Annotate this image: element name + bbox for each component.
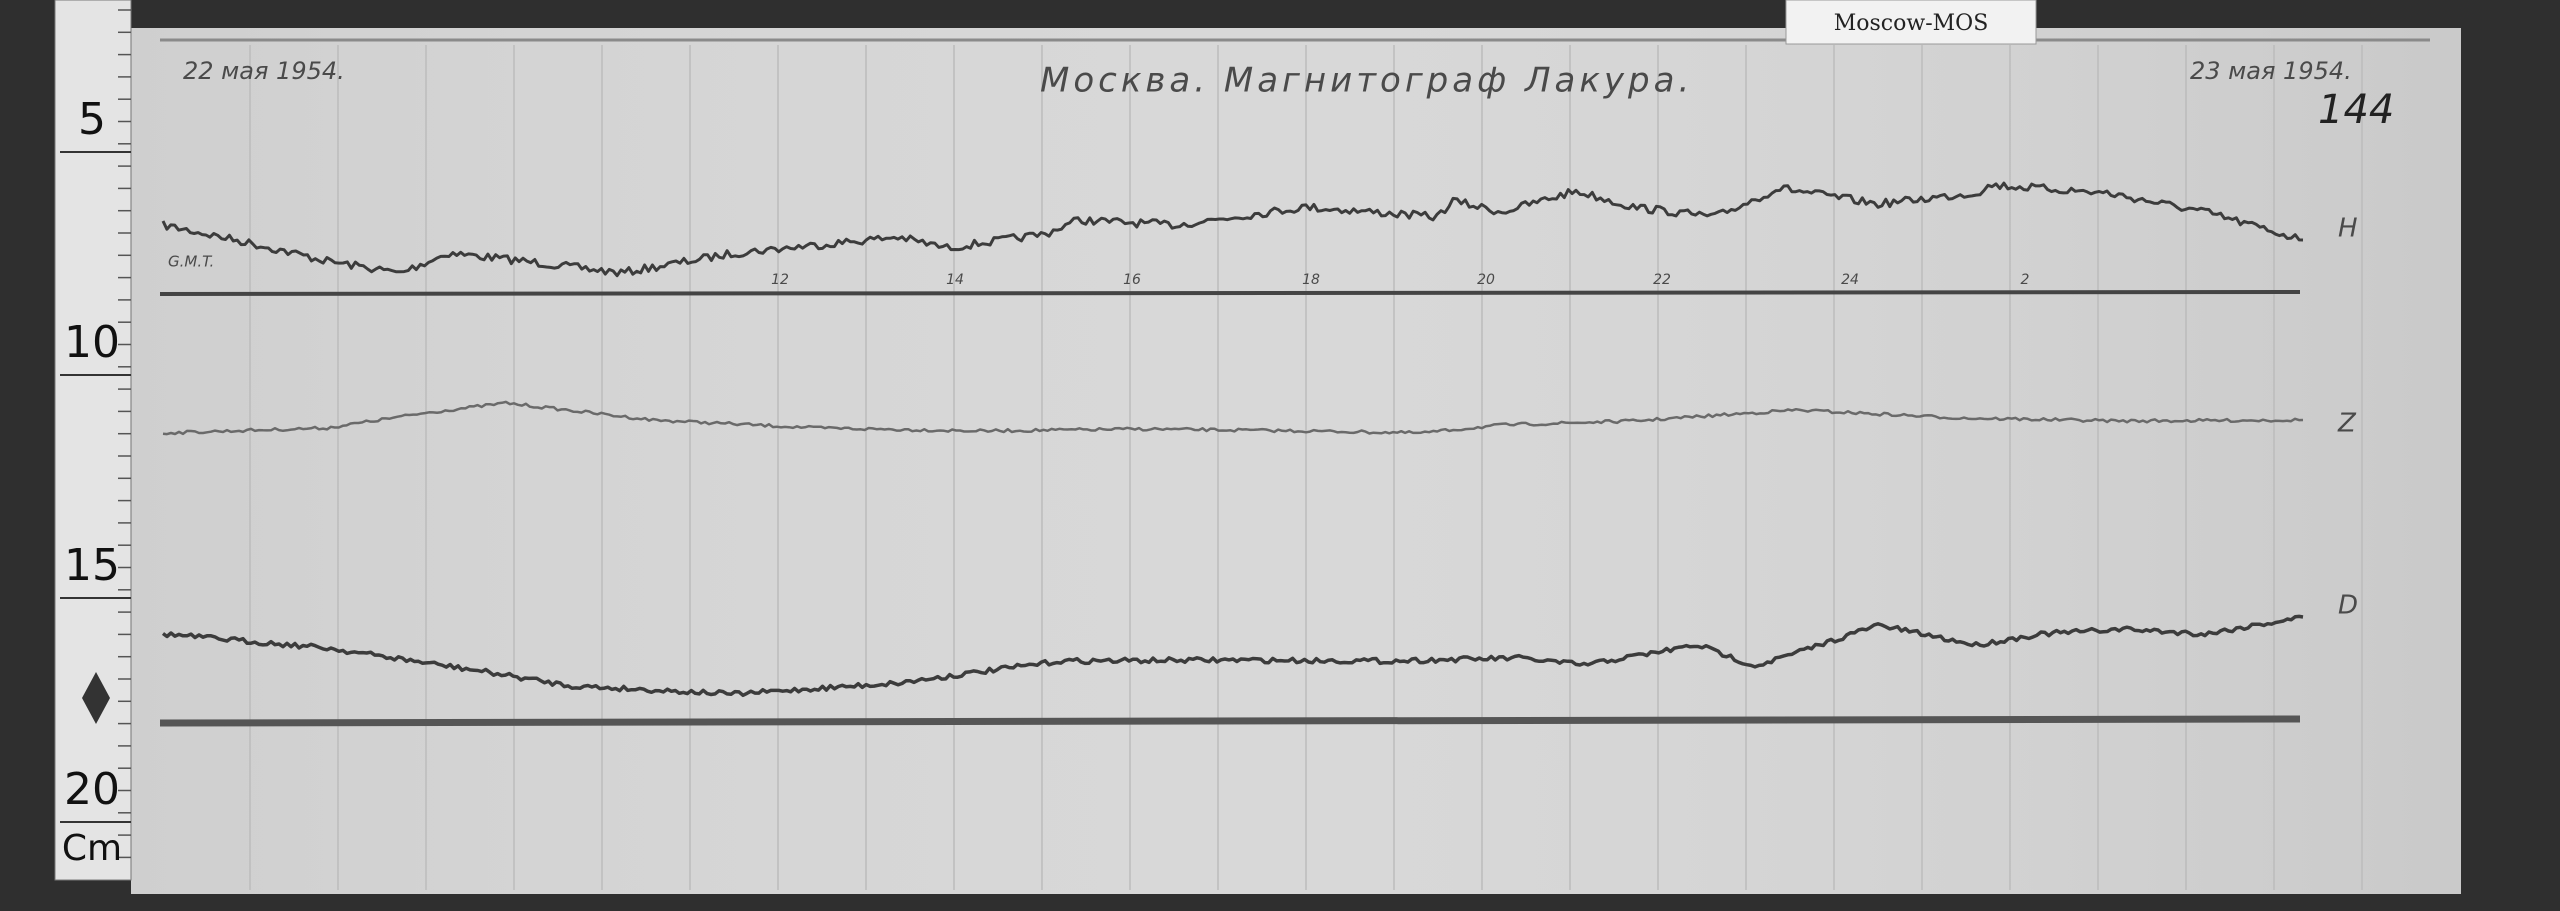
hour-label: 12: [771, 272, 789, 288]
hour-label: 22: [1653, 272, 1671, 288]
paper-shade: [131, 28, 2461, 894]
hour-label: 18: [1302, 272, 1320, 288]
ruler-mark: 15: [64, 540, 120, 591]
trace-label-d: D: [2338, 591, 2358, 621]
ruler-marks: 5 10 15 20 Cm: [60, 9, 131, 869]
ruler-diamond: [82, 672, 110, 724]
hour-label: 24: [1841, 272, 1859, 288]
ruler-unit: Cm: [62, 828, 122, 869]
ruler-mark: 5: [78, 94, 106, 145]
hour-label: 20: [1477, 272, 1495, 288]
start-date: 22 мая 1954.: [183, 57, 345, 85]
sheet-number: 144: [2318, 87, 2394, 133]
ruler-mark: 20: [64, 764, 120, 815]
grid: [249, 45, 2363, 890]
hour-label: 16: [1123, 272, 1141, 288]
hour-labels: 12 14 16 18 20 22 24 2: [771, 272, 2029, 288]
z-trace: [162, 400, 2304, 436]
trace-label-z: Z: [2337, 409, 2357, 439]
ruler-mark: 10: [64, 317, 120, 368]
hour-label: 2: [2021, 272, 2030, 288]
end-date: 23 мая 1954.: [2190, 57, 2352, 85]
h-baseline: [159, 290, 2301, 296]
title: Москва. Магнитограф Лакура.: [1040, 61, 1693, 101]
trace-label-h: H: [2338, 214, 2358, 244]
hour-label: 14: [946, 272, 964, 288]
time-axis-label: G.M.T.: [168, 253, 214, 271]
d-trace: [161, 614, 2304, 698]
h-trace: [161, 181, 2304, 278]
label-card: [1785, 0, 2037, 45]
ruler: [54, 0, 132, 881]
d-baseline: [159, 715, 2301, 727]
label-text: Moscow-MOS: [1834, 11, 1989, 36]
